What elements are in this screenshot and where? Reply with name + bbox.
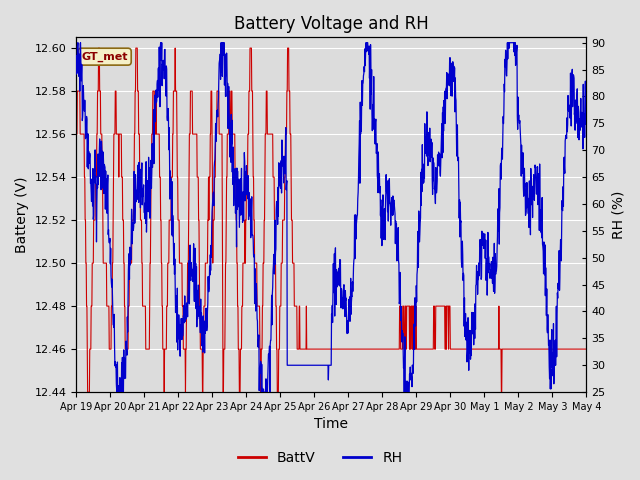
Y-axis label: RH (%): RH (%) — [611, 191, 625, 239]
Legend: BattV, RH: BattV, RH — [232, 445, 408, 471]
Text: GT_met: GT_met — [81, 51, 128, 62]
X-axis label: Time: Time — [314, 418, 348, 432]
Y-axis label: Battery (V): Battery (V) — [15, 177, 29, 253]
Title: Battery Voltage and RH: Battery Voltage and RH — [234, 15, 429, 33]
